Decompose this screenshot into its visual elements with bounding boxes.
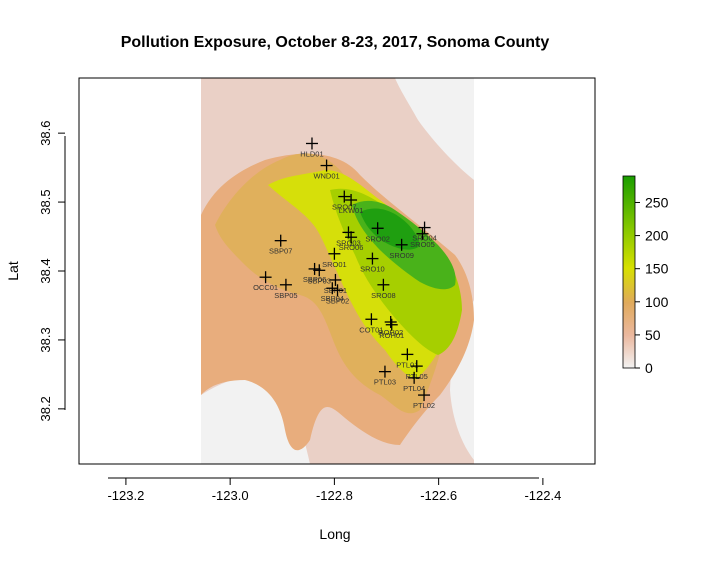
site-label: ROH02 — [378, 328, 403, 337]
y-axis: 38.2 38.3 38.4 38.5 38.6 — [38, 120, 66, 422]
site-label: PTL01 — [396, 360, 418, 369]
colorbar-legend: 0 50 100 150 200 250 — [622, 175, 669, 376]
site-label: COT01 — [359, 325, 383, 334]
colorbar-tick-label: 50 — [645, 327, 661, 343]
site-marker: LKW01 — [339, 194, 364, 215]
x-tick-label: -122.8 — [316, 488, 353, 503]
site-marker: PTL04 — [403, 371, 425, 393]
site-label: SBP07 — [269, 247, 292, 256]
colorbar-tick-label: 250 — [645, 194, 669, 210]
raster-lightgreen-region — [330, 188, 462, 355]
site-marker: SBP07 — [269, 234, 292, 256]
site-label: PTL03 — [374, 378, 396, 387]
site-marker: SRO04 — [412, 221, 437, 243]
site-label: SRO03 — [336, 238, 361, 247]
site-label: SRO09 — [389, 251, 414, 260]
site-marker: SBP06 — [303, 262, 326, 284]
raster-low-region-north — [395, 78, 474, 180]
site-label: PTL05 — [406, 372, 428, 381]
site-label: SBP03 — [308, 276, 331, 285]
site-label: LKW01 — [339, 206, 364, 215]
site-label: OCC01 — [253, 283, 278, 292]
y-tick-label: 38.4 — [38, 258, 53, 283]
site-label: SRO01 — [322, 260, 347, 269]
x-tick-label: -123.2 — [107, 488, 144, 503]
site-marker: SRO10 — [360, 252, 385, 274]
site-label: SRO02 — [365, 234, 390, 243]
site-label: SBP06 — [303, 275, 326, 284]
site-marker: HLD01 — [300, 137, 324, 158]
colorbar-tick-label: 0 — [645, 360, 653, 376]
site-marker: SBP05 — [274, 278, 298, 300]
plot-panel — [78, 77, 596, 465]
x-tick-label: -122.4 — [524, 488, 561, 503]
site-marker: SRO09 — [389, 238, 414, 260]
colorbar-ramp — [622, 175, 636, 369]
colorbar-tick-label: 150 — [645, 261, 669, 277]
site-marker: PTL02 — [413, 389, 435, 410]
colorbar-tick-label: 200 — [645, 228, 669, 244]
site-label: SRO04 — [412, 234, 437, 243]
site-label: SBP04 — [321, 294, 344, 303]
colorbar-tick-label: 100 — [645, 294, 669, 310]
site-label: SRO08 — [371, 291, 396, 300]
y-tick-label: 38.2 — [38, 396, 53, 421]
site-marker: SBP03 — [308, 264, 331, 285]
site-marker: SRO03 — [336, 226, 361, 247]
site-marker: COT01 — [359, 313, 383, 334]
x-tick-label: -122.6 — [420, 488, 457, 503]
site-marker: SRO05 — [410, 227, 435, 249]
site-marker: ROH02 — [378, 316, 403, 337]
site-marker: PTL01 — [396, 348, 418, 369]
site-marker: OCC01 — [253, 271, 278, 292]
site-label: SBP02 — [326, 296, 349, 305]
site-marker: ROH01 — [379, 318, 404, 340]
site-label: SBP05 — [274, 291, 297, 300]
raster-darkgreen-region — [360, 208, 420, 250]
site-marker: WND01 — [313, 159, 340, 181]
site-marker: PTL03 — [374, 365, 396, 387]
chart-title: Pollution Exposure, October 8-23, 2017, … — [121, 34, 550, 51]
site-label: PTL04 — [403, 384, 425, 393]
site-label: PTL02 — [413, 401, 435, 410]
site-marker: SRO02 — [365, 222, 390, 243]
site-label: SRO07 — [332, 203, 357, 212]
x-axis: -123.2 -123.0 -122.8 -122.6 -122.4 — [107, 477, 561, 503]
y-tick-label: 38.3 — [38, 327, 53, 352]
site-label: SRO06 — [339, 243, 364, 252]
site-label: SRO05 — [410, 240, 435, 249]
site-label: HLD01 — [300, 149, 323, 158]
site-marker: SRO06 — [339, 231, 364, 252]
site-label: SRO10 — [360, 265, 385, 274]
site-label: WND01 — [313, 172, 339, 181]
site-marker: SBP02 — [326, 284, 349, 305]
y-tick-label: 38.6 — [38, 120, 53, 145]
site-marker: SRO01 — [322, 247, 347, 269]
y-tick-label: 38.5 — [38, 189, 53, 214]
site-marker: SRO07 — [332, 190, 357, 212]
site-marker: SRO08 — [371, 278, 396, 300]
x-axis-label: Long — [319, 526, 350, 542]
site-marker: SBP04 — [321, 282, 344, 303]
site-marker: PTL05 — [406, 360, 428, 381]
y-axis-label: Lat — [5, 261, 21, 281]
site-label: ROH01 — [379, 331, 404, 340]
x-tick-label: -123.0 — [212, 488, 249, 503]
